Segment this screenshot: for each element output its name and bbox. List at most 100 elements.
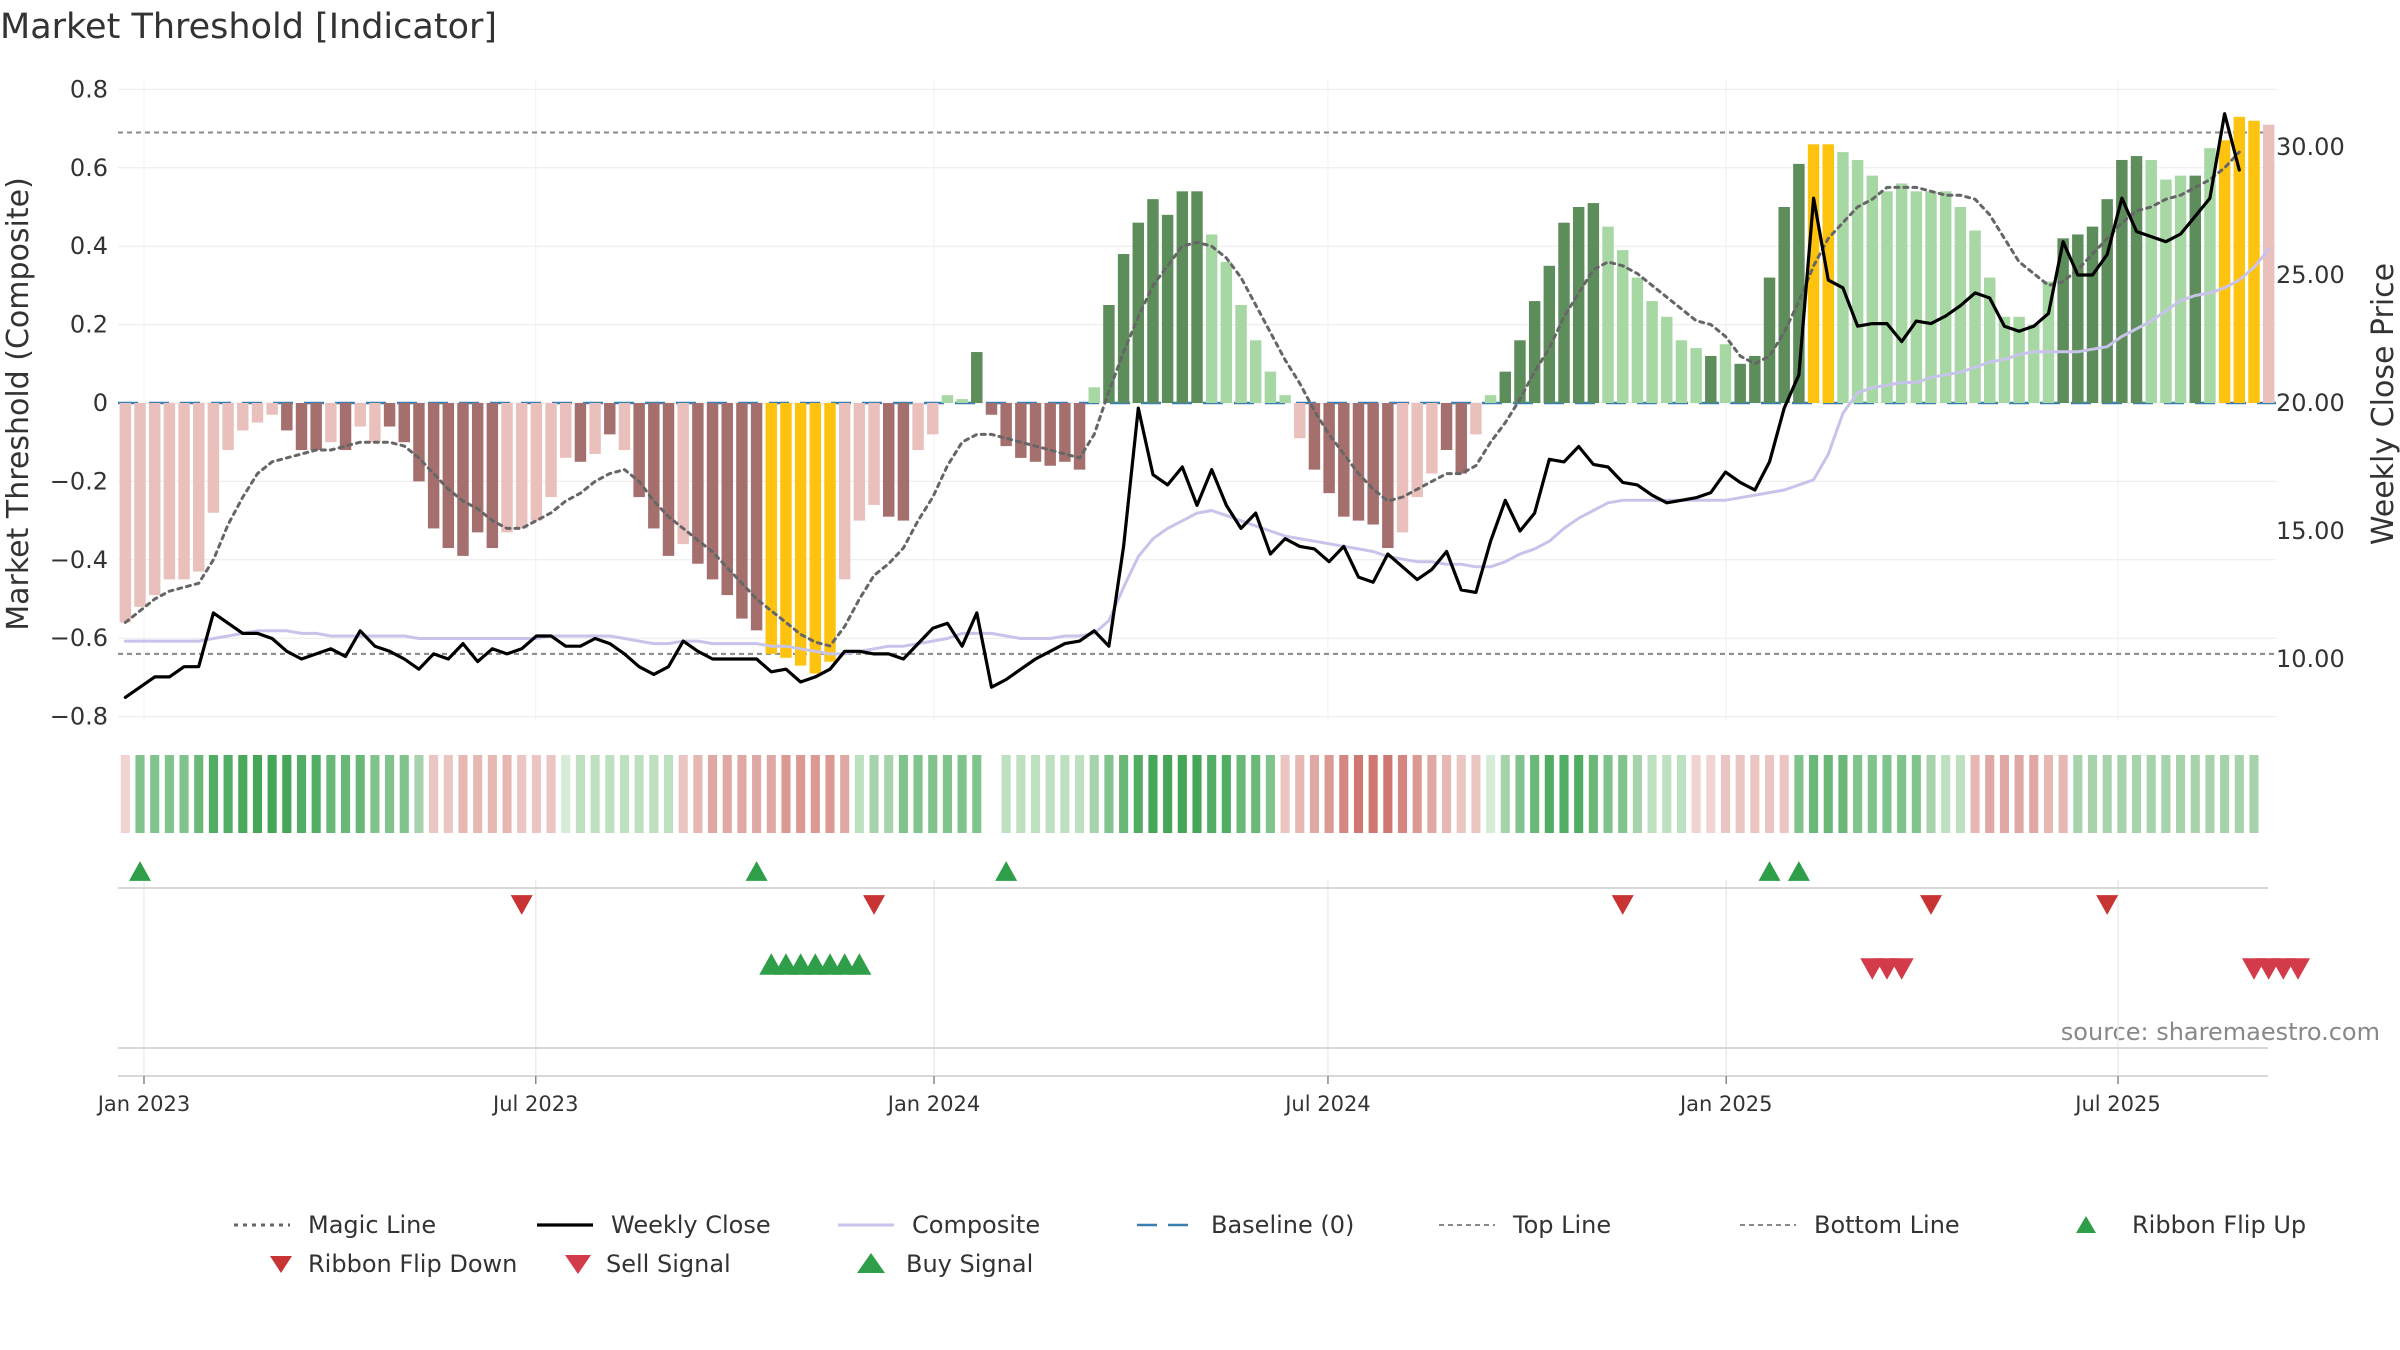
- ribbon-cell: [2205, 755, 2215, 833]
- ribbon-cell: [898, 755, 908, 833]
- composite-bar: [1000, 403, 1012, 447]
- ribbon-cell: [619, 755, 630, 833]
- composite-bar: [325, 403, 337, 443]
- composite-bar: [618, 403, 631, 451]
- composite-bar: [398, 403, 410, 443]
- legend-item: Ribbon Flip Down: [270, 1250, 517, 1278]
- ribbon-cell: [1544, 755, 1554, 833]
- composite-bar: [193, 403, 205, 572]
- composite-bar: [134, 403, 146, 607]
- source-credit: source: sharemaestro.com: [2061, 1018, 2380, 1046]
- composite-bar: [927, 403, 939, 435]
- ribbon-flip-down-marker: [1920, 895, 1943, 915]
- ribbon-cell: [1016, 755, 1026, 833]
- series-line-magic-line: [123, 150, 2241, 648]
- composite-bar: [1411, 403, 1423, 498]
- ribbon-cell: [2176, 755, 2186, 833]
- composite-bar: [1749, 355, 1761, 403]
- y2-tick-label: 15.00: [2276, 517, 2345, 545]
- composite-bar: [736, 403, 748, 619]
- ribbon-cell: [575, 755, 585, 833]
- ribbon-cell: [1618, 755, 1628, 833]
- ribbon-cell: [1192, 755, 1202, 833]
- ribbon-cell: [1397, 755, 1408, 833]
- trend-ribbon: [120, 755, 2259, 833]
- ribbon-cell: [913, 755, 923, 833]
- composite-bar: [207, 403, 220, 513]
- legend-swatch-sell-signal: [565, 1255, 591, 1274]
- ribbon-cell: [2029, 755, 2039, 833]
- composite-bar: [1895, 183, 1908, 403]
- ribbon-cell: [810, 755, 820, 833]
- composite-bar: [339, 403, 352, 451]
- ribbon-cell: [678, 755, 688, 833]
- ribbon-cell: [208, 755, 218, 833]
- ribbon-cell: [649, 755, 659, 833]
- composite-bar: [163, 403, 176, 580]
- ribbon-cell: [1867, 755, 1877, 833]
- composite-bar: [1308, 403, 1321, 470]
- composite-bar: [589, 403, 601, 454]
- ribbon-cell: [120, 755, 130, 833]
- ribbon-cell: [531, 755, 541, 833]
- composite-bar: [354, 403, 366, 427]
- ribbon-cell: [1530, 755, 1540, 833]
- ribbon-cell: [1207, 755, 1217, 833]
- legend: Magic Line Weekly Close Composite Baseline …: [234, 1211, 2306, 1278]
- legend-item: Buy Signal: [857, 1250, 1033, 1278]
- ribbon-cell: [796, 755, 806, 833]
- x-tick-label: Jan 2024: [886, 1092, 981, 1116]
- ribbon-cell: [238, 755, 248, 833]
- ribbon-flip-down-marker: [863, 895, 886, 915]
- composite-bar: [1866, 175, 1879, 403]
- ribbon-cell: [1280, 755, 1290, 833]
- ribbon-cell: [2102, 755, 2112, 833]
- composite-bar: [1220, 261, 1233, 403]
- legend-label: Top Line: [1512, 1211, 1611, 1239]
- composite-bar: [750, 403, 763, 631]
- composite-bar: [2130, 156, 2143, 403]
- ribbon-cell: [1574, 755, 1584, 833]
- composite-bar: [442, 403, 455, 549]
- ribbon-cell: [311, 755, 321, 833]
- ribbon-cell: [1735, 755, 1745, 833]
- composite-bar: [2145, 159, 2157, 403]
- series-lines: [123, 112, 2271, 700]
- ribbon-cell: [1500, 755, 1510, 833]
- ribbon-cell: [1853, 755, 1863, 833]
- composite-bar: [1015, 403, 1027, 458]
- ribbon-cell: [473, 755, 483, 833]
- ribbon-cell: [781, 755, 791, 833]
- ribbon-flip-up-marker: [1758, 861, 1781, 881]
- composite-bar: [1851, 159, 1864, 403]
- ribbon-cell: [1706, 755, 1716, 833]
- composite-bar: [1910, 191, 1923, 403]
- ribbon-cell: [1060, 755, 1070, 833]
- y-axis-ticks: 0.8 0.6 0.4 0.2 0 −0.2 −0.4 −0.6 −0.8: [50, 75, 108, 730]
- ribbon-cell: [1955, 755, 1965, 833]
- legend-label: Sell Signal: [606, 1250, 731, 1278]
- ribbon-cell: [2073, 755, 2083, 833]
- ribbon-cell: [1559, 755, 1569, 833]
- composite-bar: [178, 403, 190, 580]
- legend-item: Weekly Close: [537, 1211, 771, 1239]
- composite-bar: [2072, 234, 2084, 403]
- composite-bar: [780, 403, 792, 658]
- legend-label: Ribbon Flip Up: [2132, 1211, 2306, 1239]
- composite-bar: [457, 403, 469, 556]
- composite-bar: [1734, 363, 1746, 403]
- ribbon-cell: [590, 755, 600, 833]
- composite-bar: [853, 403, 866, 521]
- composite-bar: [677, 403, 689, 545]
- composite-bar: [1470, 403, 1482, 435]
- ribbon-cell: [458, 755, 468, 833]
- ribbon-cell: [1133, 755, 1143, 833]
- composite-bar: [648, 403, 660, 529]
- composite-bar: [119, 403, 132, 623]
- composite-bar: [882, 403, 895, 517]
- composite-bar: [471, 403, 484, 533]
- legend-swatch-buy-signal: [857, 1253, 885, 1273]
- x-tick-label: Jul 2025: [2073, 1092, 2160, 1116]
- composite-bar: [794, 403, 807, 666]
- ribbon-cell: [1779, 755, 1789, 833]
